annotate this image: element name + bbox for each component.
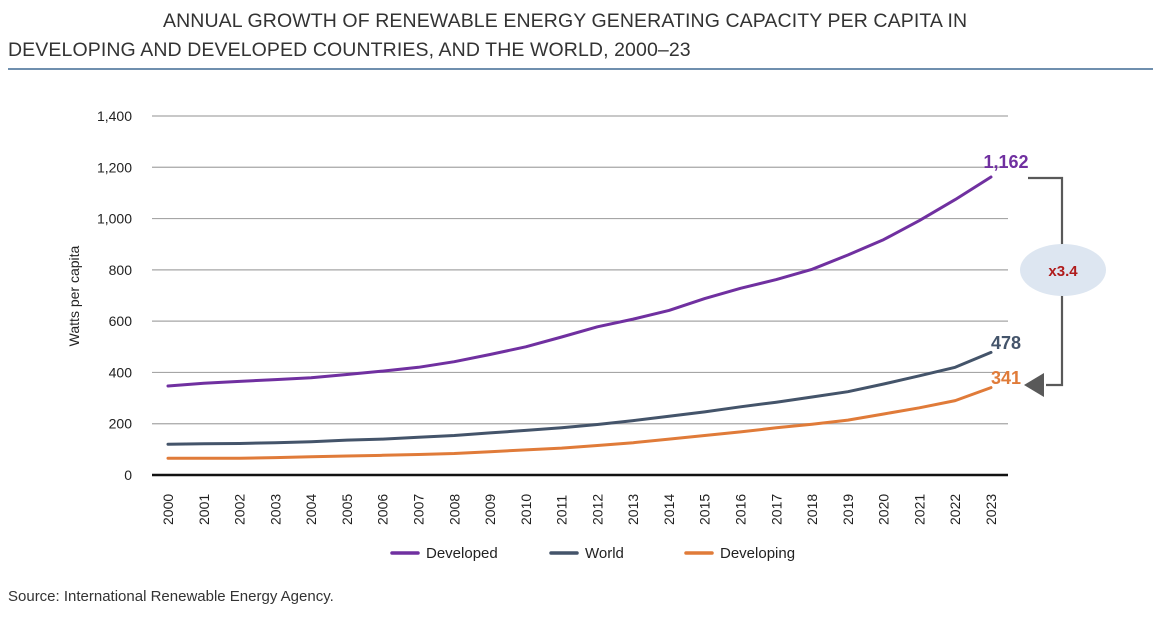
end-value-label: 1,162	[983, 152, 1028, 172]
x-tick-label: 2013	[625, 494, 641, 525]
x-tick-label: 2019	[840, 494, 856, 525]
y-tick-label: 800	[109, 262, 133, 278]
y-tick-label: 1,200	[97, 159, 132, 175]
y-tick-label: 1,400	[97, 108, 132, 124]
x-tick-label: 2010	[518, 494, 534, 525]
x-tick-label: 2005	[339, 494, 355, 525]
x-tick-label: 2004	[303, 494, 319, 525]
x-tick-label: 2014	[661, 494, 677, 525]
x-tick-label: 2006	[375, 494, 391, 525]
series-line-world	[166, 350, 993, 446]
y-tick-label: 600	[109, 313, 133, 329]
y-tick-label: 200	[109, 416, 133, 432]
end-value-label: 478	[991, 333, 1021, 353]
chart-title-line2: DEVELOPING AND DEVELOPED COUNTRIES, AND …	[8, 39, 691, 61]
x-tick-label: 2020	[876, 494, 892, 525]
legend-label: World	[585, 545, 624, 562]
x-tick-label: 2000	[160, 494, 176, 525]
x-tick-label: 2021	[911, 494, 927, 525]
x-tick-label: 2003	[267, 494, 283, 525]
x-tick-label: 2018	[804, 494, 820, 525]
x-tick-label: 2001	[196, 494, 212, 525]
title-divider	[8, 68, 1153, 70]
end-value-label: 341	[991, 368, 1021, 388]
y-tick-label: 400	[109, 364, 133, 380]
legend-label: Developing	[720, 545, 795, 562]
source-note: Source: International Renewable Energy A…	[8, 588, 334, 605]
legend-label: Developed	[426, 545, 498, 562]
x-tick-label: 2008	[446, 494, 462, 525]
x-tick-label: 2007	[410, 494, 426, 525]
x-tick-label: 2015	[697, 494, 713, 525]
ratio-bubble	[1020, 244, 1106, 296]
x-tick-label: 2022	[947, 494, 963, 525]
x-tick-label: 2012	[589, 494, 605, 525]
y-tick-label: 1,000	[97, 211, 132, 227]
x-tick-label: 2009	[482, 494, 498, 525]
x-tick-label: 2016	[733, 494, 749, 525]
chart-title-line1: ANNUAL GROWTH OF RENEWABLE ENERGY GENERA…	[163, 10, 968, 32]
series-line-developed	[166, 175, 993, 388]
x-tick-label: 2017	[768, 494, 784, 525]
arrowhead-icon	[1024, 373, 1044, 397]
x-tick-label: 2011	[554, 495, 570, 525]
series-line-developing	[166, 386, 993, 460]
x-tick-label: 2023	[983, 494, 999, 525]
y-axis-label: Watts per capita	[66, 245, 82, 346]
ratio-label: x3.4	[1048, 263, 1078, 280]
y-tick-label: 0	[124, 467, 132, 483]
x-tick-label: 2002	[232, 494, 248, 525]
